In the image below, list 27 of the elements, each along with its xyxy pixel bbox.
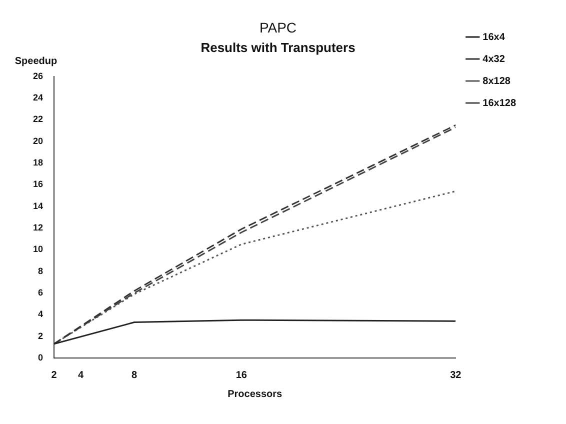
y-tick-label: 16: [32, 179, 44, 190]
chart-subtitle: Results with Transputers: [200, 40, 356, 56]
y-axis-title: Speedup: [14, 56, 58, 68]
y-tick-label: 0: [38, 352, 44, 362]
chart-title: PAPC: [259, 19, 297, 36]
x-tick-label: 2: [51, 370, 58, 381]
legend-label: 4x32: [482, 54, 506, 65]
legend-label: 8x128: [482, 76, 511, 87]
y-tick-label: 2: [38, 330, 44, 341]
y-tick-label: 8: [38, 266, 44, 276]
x-axis-title: Processors: [228, 388, 282, 400]
y-tick-label: 18: [32, 158, 44, 168]
legend-label: 16x4: [482, 32, 506, 43]
legend-label: 16x128: [482, 98, 516, 109]
y-tick-label: 14: [32, 200, 44, 211]
y-tick-label: 22: [32, 114, 44, 124]
y-tick-label: 6: [38, 288, 44, 298]
y-tick-label: 4: [38, 309, 44, 320]
x-tick-label: 16: [236, 370, 248, 381]
y-tick-label: 24: [32, 92, 44, 103]
x-tick-label: 4: [78, 370, 84, 381]
x-tick-label: 32: [450, 370, 462, 381]
x-tick-label: 8: [132, 370, 138, 381]
y-tick-label: 12: [32, 222, 44, 233]
y-tick-label: 20: [32, 136, 44, 146]
y-tick-label: 10: [32, 244, 44, 254]
y-tick-label: 26: [32, 70, 44, 81]
